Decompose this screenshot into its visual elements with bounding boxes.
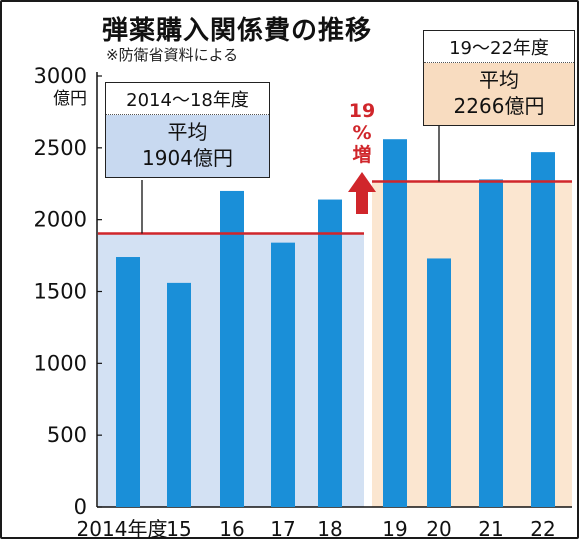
y-tick-label: 1000 <box>34 351 87 375</box>
x-tick-label: 19 <box>382 517 407 541</box>
average-box-label: 平均 <box>479 68 519 92</box>
x-tick-label: 18 <box>317 517 342 541</box>
increase-percent: % <box>352 122 372 144</box>
chart-title: 弾薬購入関係費の推移 <box>102 16 373 46</box>
arrow-shape <box>348 172 376 214</box>
y-tick-label: 2000 <box>34 208 87 232</box>
average-box-period: 19～22年度 <box>424 31 574 63</box>
increase-label: 19 % 増 <box>344 100 380 166</box>
bar <box>116 257 140 507</box>
bar <box>271 242 295 508</box>
average-box-label: 平均 <box>167 120 208 144</box>
x-tick-label: 20 <box>426 517 451 541</box>
increase-arrow-icon <box>348 172 376 214</box>
bar <box>167 282 191 507</box>
y-tick-label: 500 <box>47 423 87 447</box>
x-tick-label: 21 <box>478 517 503 541</box>
x-tick-label: 2014年度 <box>77 517 168 541</box>
average-box-value: 2266億円 <box>453 94 545 118</box>
x-tick-label: 15 <box>166 517 191 541</box>
increase-word: 増 <box>352 144 372 166</box>
chart-subtitle: ※防衛省資料による <box>106 46 239 64</box>
y-tick-label: 3000 <box>34 64 87 88</box>
average-box-value: 1904億円 <box>142 146 233 170</box>
y-tick-label: 1500 <box>34 280 87 304</box>
y-tick-label: 2500 <box>34 136 87 160</box>
increase-number: 19 <box>348 100 376 122</box>
bar <box>427 258 451 507</box>
average-box-period: 2014～18年度 <box>106 83 269 115</box>
bar <box>479 179 503 507</box>
average-lines <box>98 122 572 235</box>
bar <box>531 152 555 508</box>
bar <box>383 139 407 508</box>
y-axis-unit: 億円 <box>53 89 87 109</box>
bar <box>220 190 244 507</box>
bar <box>318 199 342 507</box>
x-tick-label: 17 <box>270 517 295 541</box>
average-box-2019-22: 19～22年度 平均 2266億円 <box>423 30 575 126</box>
y-tick-label: 0 <box>74 495 87 519</box>
x-tick-label: 22 <box>530 517 555 541</box>
x-tick-label: 16 <box>219 517 244 541</box>
average-box-2014-18: 2014～18年度 平均 1904億円 <box>105 82 270 178</box>
bars <box>116 139 555 508</box>
